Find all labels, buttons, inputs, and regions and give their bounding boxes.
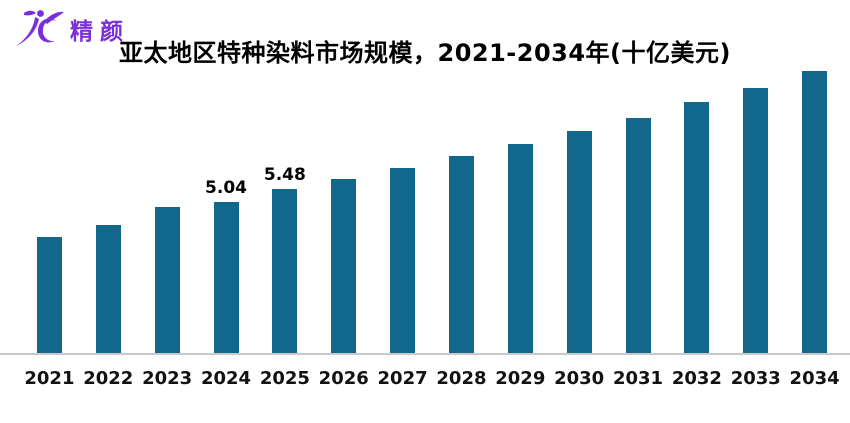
bar-slot-2034 xyxy=(785,71,844,353)
bar-slot-2028 xyxy=(432,156,491,353)
x-tick-2025: 2025 xyxy=(259,368,310,389)
bar-slot-2023 xyxy=(138,207,197,353)
bar-slot-2031 xyxy=(609,118,668,353)
x-tick-2024: 2024 xyxy=(200,368,252,389)
x-tick-2034: 2034 xyxy=(789,368,840,389)
bar-2032 xyxy=(684,102,710,353)
bar-2030 xyxy=(566,131,592,353)
x-tick-2031: 2031 xyxy=(612,368,664,389)
bar-slot-2032 xyxy=(667,102,726,353)
brand-logo: 精颜 xyxy=(10,8,130,50)
x-tick-2022: 2022 xyxy=(83,368,134,389)
bar-2029 xyxy=(507,144,533,353)
x-tick-2033: 2033 xyxy=(730,368,781,389)
x-tick-2029: 2029 xyxy=(495,368,546,389)
bar-slot-2021 xyxy=(20,237,79,353)
bar-slot-2024: 5.04 xyxy=(197,180,256,353)
x-tick-2030: 2030 xyxy=(554,368,605,389)
x-tick-2032: 2032 xyxy=(671,368,722,389)
brand-name: 精颜 xyxy=(70,18,130,45)
bar-slot-2030 xyxy=(550,131,609,353)
x-axis-line xyxy=(0,353,850,355)
bar-slot-2033 xyxy=(726,88,785,353)
x-tick-2027: 2027 xyxy=(377,368,428,389)
bar-slot-2027 xyxy=(373,168,432,353)
x-tick-2021: 2021 xyxy=(24,368,75,389)
bar-2021 xyxy=(36,237,62,353)
bar-slot-2025: 5.48 xyxy=(255,167,314,353)
x-axis-labels: 2021 2022 2023 2024 2025 2026 2027 2028 2029 2030… xyxy=(20,368,844,389)
x-tick-2023: 2023 xyxy=(142,368,193,389)
bar-2027 xyxy=(390,168,416,353)
bar-plot-area: 5.04 5.48 xyxy=(20,53,844,353)
chart-title: 亚太地区特种染料市场规模，2021-2034年(十亿美元) xyxy=(119,39,731,67)
bar-2024 xyxy=(213,202,239,353)
bar-slot-2022 xyxy=(79,225,138,353)
bar-value-label-2025: 5.48 xyxy=(263,165,306,185)
bar-2023 xyxy=(154,207,180,353)
x-tick-2026: 2026 xyxy=(318,368,369,389)
bar-2033 xyxy=(743,88,769,353)
bar-slot-2026 xyxy=(314,179,373,353)
bar-2034 xyxy=(802,71,828,353)
bar-2025 xyxy=(272,189,298,353)
bar-2022 xyxy=(95,225,121,353)
bar-2031 xyxy=(625,118,651,353)
jc-logo-icon xyxy=(16,10,64,46)
x-tick-2028: 2028 xyxy=(436,368,487,389)
bar-2026 xyxy=(331,179,357,353)
bar-value-label-2024: 5.04 xyxy=(205,178,247,198)
bar-slot-2029 xyxy=(491,144,550,353)
bar-2028 xyxy=(448,156,474,353)
